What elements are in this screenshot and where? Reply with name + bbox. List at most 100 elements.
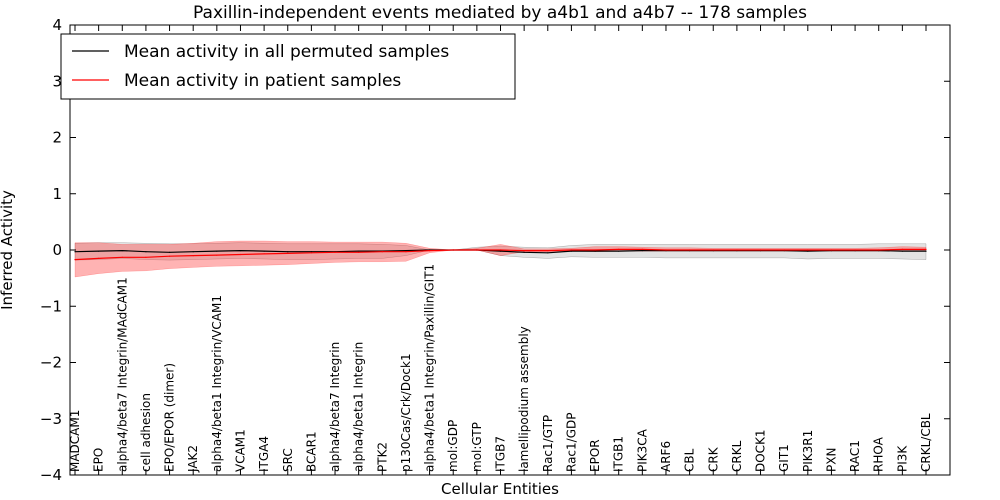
point-permuted bbox=[547, 252, 549, 254]
y-tick-label: 3 bbox=[52, 72, 62, 90]
point-patient bbox=[192, 255, 194, 257]
point-patient bbox=[381, 251, 383, 253]
point-patient bbox=[239, 253, 242, 256]
point-permuted bbox=[594, 250, 596, 252]
x-tick-label: EPO/EPOR (dimer) bbox=[163, 363, 177, 472]
x-tick-label: BCAR1 bbox=[304, 431, 318, 472]
x-tick-label: alpha4/beta1 Integrin/Paxillin/GIT1 bbox=[423, 264, 437, 472]
point-patient bbox=[452, 249, 454, 251]
point-patient bbox=[594, 249, 596, 251]
chart-title: Paxillin-independent events mediated by … bbox=[193, 3, 807, 23]
point-patient bbox=[925, 248, 927, 250]
point-permuted bbox=[216, 250, 218, 252]
x-tick-label: PIK3R1 bbox=[801, 430, 815, 472]
point-patient bbox=[74, 259, 76, 261]
x-tick-label: CBL bbox=[683, 448, 697, 472]
x-axis-label: Cellular Entities bbox=[441, 480, 559, 498]
point-patient bbox=[98, 257, 100, 259]
point-permuted bbox=[263, 250, 265, 252]
x-tick-label: PXN bbox=[824, 448, 838, 472]
point-permuted bbox=[239, 250, 242, 252]
y-tick-label: −1 bbox=[40, 297, 62, 315]
point-patient bbox=[878, 249, 880, 251]
point-patient bbox=[689, 249, 691, 251]
y-tick-label: −2 bbox=[40, 354, 62, 372]
x-tick-label: RAC1 bbox=[848, 440, 862, 472]
y-tick-label: −4 bbox=[40, 466, 62, 484]
point-permuted bbox=[901, 250, 904, 252]
x-tick-label: PI3K bbox=[895, 445, 909, 472]
point-patient bbox=[759, 249, 762, 251]
point-permuted bbox=[98, 250, 100, 252]
point-patient bbox=[169, 255, 171, 257]
point-patient bbox=[287, 252, 289, 254]
x-tick-label: cell adhesion bbox=[139, 393, 153, 472]
point-permuted bbox=[145, 251, 147, 253]
x-tick-label: alpha4/beta7 Integrin/MAdCAM1 bbox=[115, 277, 129, 472]
x-tick-label: CRKL bbox=[730, 440, 744, 472]
x-tick-label: DOCK1 bbox=[754, 429, 768, 472]
x-tick-label: mol:GDP bbox=[446, 420, 460, 472]
point-permuted bbox=[807, 250, 809, 252]
x-tick-label: alpha4/beta1 Integrin bbox=[352, 342, 366, 472]
x-axis: MADCAM1 EPO alpha4/beta7 Integrin/MAdCAM1 c… bbox=[68, 25, 933, 475]
y-axis-label: Inferred Activity bbox=[0, 190, 16, 310]
y-tick-label: 1 bbox=[52, 185, 62, 203]
point-permuted bbox=[499, 250, 502, 252]
x-tick-label: CRKL/CBL bbox=[919, 413, 933, 472]
x-tick-label: Rac1/GDP bbox=[564, 413, 578, 472]
point-patient bbox=[618, 248, 620, 250]
x-tick-label: PIK3CA bbox=[635, 428, 649, 472]
y-tick-label: −3 bbox=[40, 410, 62, 428]
x-tick-label: lamellipodium assembly bbox=[517, 326, 531, 472]
point-patient bbox=[405, 251, 407, 253]
point-patient bbox=[476, 249, 478, 251]
x-tick-label: RHOA bbox=[872, 436, 886, 472]
point-patient bbox=[547, 250, 549, 252]
x-tick-label: ITGB7 bbox=[494, 436, 508, 472]
legend-label-permuted: Mean activity in all permuted samples bbox=[124, 42, 449, 62]
point-patient bbox=[216, 254, 218, 256]
x-tick-label: SRC bbox=[281, 448, 295, 472]
point-permuted bbox=[192, 251, 194, 253]
x-tick-label: PTK2 bbox=[375, 442, 389, 472]
point-permuted bbox=[310, 251, 312, 253]
point-patient bbox=[854, 249, 856, 251]
point-patient bbox=[901, 248, 904, 250]
x-tick-label: alpha4/beta7 Integrin bbox=[328, 342, 342, 472]
point-patient bbox=[641, 248, 643, 250]
point-patient bbox=[358, 251, 360, 253]
legend: Mean activity in all permuted samples Me… bbox=[60, 33, 516, 100]
x-tick-label: ITGB1 bbox=[612, 436, 626, 472]
point-patient bbox=[145, 256, 147, 258]
x-tick-label: alpha4/beta1 Integrin/VCAM1 bbox=[210, 295, 224, 472]
point-permuted bbox=[523, 251, 525, 253]
point-patient bbox=[665, 249, 667, 251]
series-lines bbox=[74, 248, 927, 261]
y-tick-label: 4 bbox=[52, 16, 62, 34]
x-tick-label: CRK bbox=[706, 446, 720, 472]
point-patient bbox=[310, 252, 312, 254]
point-permuted bbox=[169, 251, 171, 253]
point-patient bbox=[830, 249, 833, 251]
x-tick-label: JAK2 bbox=[186, 445, 200, 473]
point-patient bbox=[807, 249, 809, 251]
point-permuted bbox=[618, 250, 620, 252]
y-axis: 4 3 2 1 0 −1 −2 −3 −4 bbox=[40, 16, 950, 484]
point-patient bbox=[570, 249, 573, 251]
point-permuted bbox=[405, 250, 407, 252]
x-tick-label: VCAM1 bbox=[234, 429, 248, 472]
point-patient bbox=[736, 249, 738, 251]
point-patient bbox=[523, 250, 525, 252]
point-permuted bbox=[74, 251, 76, 253]
x-tick-label: EPO bbox=[92, 448, 106, 472]
point-permuted bbox=[121, 250, 123, 252]
x-tick-label: Rac1/GTP bbox=[541, 415, 555, 472]
x-tick-label: p130Cas/Crk/Dock1 bbox=[399, 353, 413, 472]
point-patient bbox=[263, 253, 265, 255]
y-tick-label: 2 bbox=[52, 129, 62, 147]
x-tick-label: GIT1 bbox=[777, 444, 791, 472]
confidence-bands bbox=[74, 240, 927, 278]
point-patient bbox=[121, 256, 123, 258]
